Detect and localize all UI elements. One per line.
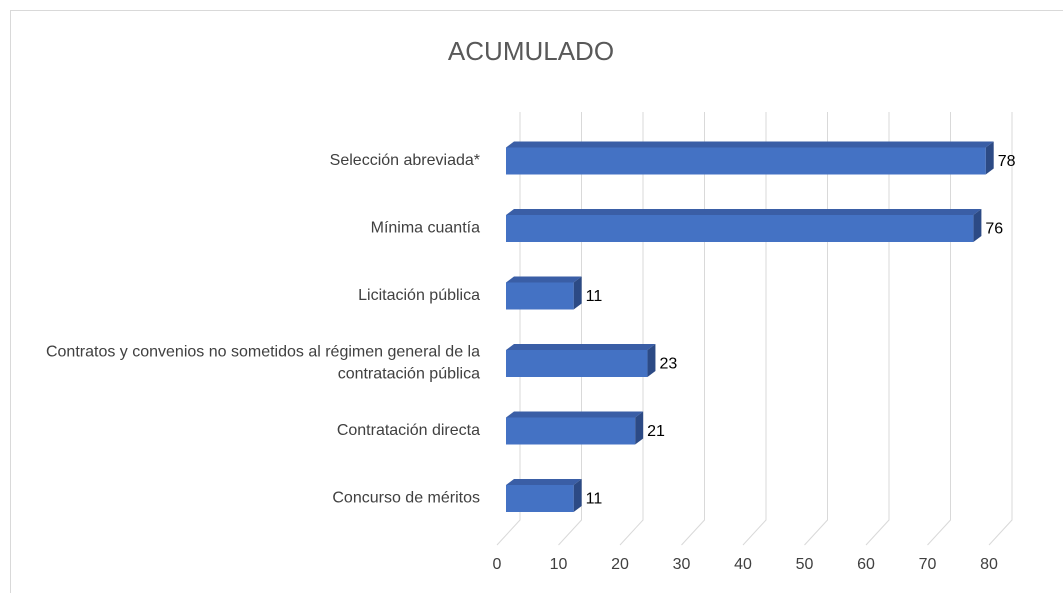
x-tick-label: 40 — [734, 556, 752, 573]
x-tick-label: 60 — [857, 556, 875, 573]
grid-line — [988, 112, 1013, 546]
bar-top — [506, 141, 994, 148]
chart-border — [10, 10, 1063, 593]
y-tick-label: Licitación pública — [358, 287, 480, 304]
data-label: 78 — [998, 153, 1016, 170]
data-label: 23 — [659, 356, 677, 373]
bar-top — [506, 209, 982, 215]
y-tick-label: Selección abreviada* — [330, 152, 480, 169]
x-tick-label: 0 — [493, 556, 502, 573]
grid-line — [865, 112, 890, 546]
y-tick-label: Concurso de méritos — [332, 490, 480, 507]
bar-side — [573, 479, 582, 512]
grid-line — [742, 112, 767, 546]
bar — [506, 417, 636, 445]
bar-side — [573, 276, 582, 310]
grid-line — [619, 112, 644, 546]
grid-line — [558, 112, 582, 546]
x-tick-label: 30 — [673, 556, 691, 573]
y-tick-label-line: contratación pública — [338, 366, 480, 383]
y-tick-label-line: Contratos y convenios no sometidos al ré… — [46, 344, 480, 361]
x-tick-label: 10 — [550, 556, 568, 573]
bar-side — [647, 344, 656, 377]
grid-line — [804, 112, 828, 546]
bar-top — [506, 344, 656, 350]
bar — [506, 282, 574, 310]
chart-title: ACUMULADO — [448, 36, 614, 66]
bar-side — [985, 141, 994, 175]
bar — [506, 147, 986, 175]
bar-top — [506, 276, 582, 283]
data-label: 11 — [586, 288, 603, 305]
grid-line — [927, 112, 951, 546]
bar — [506, 215, 974, 242]
grid-line — [496, 112, 521, 546]
x-tick-label: 70 — [919, 556, 937, 573]
grid-line — [681, 112, 705, 546]
bar — [506, 350, 648, 377]
x-tick-label: 20 — [611, 556, 629, 573]
bar-side — [635, 411, 644, 445]
y-tick-label: Contratos y convenios no sometidos al ré… — [46, 344, 480, 383]
y-tick-label: Mínima cuantía — [371, 220, 480, 237]
bar — [506, 485, 574, 512]
bar-top — [506, 479, 582, 485]
y-tick-label: Contratación directa — [337, 422, 480, 439]
bar-side — [973, 209, 982, 242]
data-label: 21 — [647, 423, 665, 440]
x-tick-label: 50 — [796, 556, 814, 573]
x-tick-label: 80 — [980, 556, 998, 573]
data-label: 76 — [985, 221, 1003, 238]
bar-top — [506, 411, 644, 418]
data-label: 11 — [586, 491, 603, 508]
